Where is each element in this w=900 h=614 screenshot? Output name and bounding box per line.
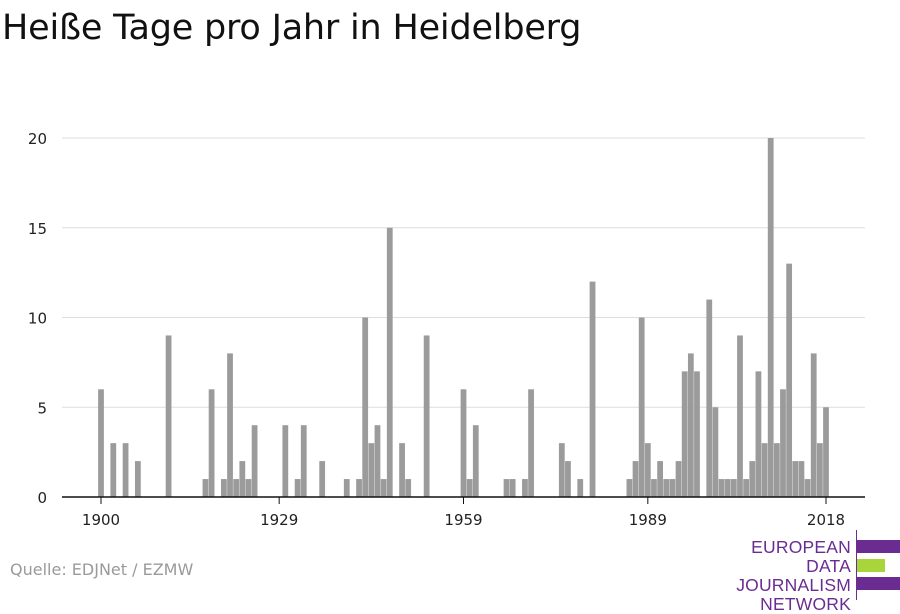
x-tick-label: 1989 <box>629 511 667 529</box>
bar-1942 <box>356 479 362 497</box>
bar-1933 <box>300 425 307 497</box>
edjnet-logo: EUROPEAN DATA JOURNALISM NETWORK <box>700 530 900 614</box>
bar-1921 <box>227 353 233 497</box>
bar-1986 <box>626 479 633 497</box>
x-axis-ticks: 1900 1929 1959 1989 2018 <box>82 497 845 529</box>
bar-2001 <box>718 479 725 497</box>
bar-2017 <box>816 443 823 497</box>
bar-2011 <box>780 389 786 497</box>
bar-2006 <box>749 461 756 497</box>
bar-1902 <box>110 443 117 497</box>
bar-1940 <box>343 479 350 497</box>
bar-1978 <box>577 479 584 497</box>
bar-1959 <box>460 389 467 497</box>
logo-line-1: EUROPEAN <box>751 537 851 557</box>
gridlines <box>62 137 865 408</box>
bar-1976 <box>565 461 571 497</box>
bar-2003 <box>730 479 737 497</box>
bar-1924 <box>245 479 252 497</box>
bar-1970 <box>528 389 534 497</box>
x-tick-label: 1929 <box>260 511 298 529</box>
x-tick-label: 1959 <box>444 511 482 529</box>
bar-2010 <box>773 443 780 497</box>
bar-2018 <box>823 407 829 497</box>
bar-1953 <box>423 335 430 497</box>
bar-1949 <box>399 443 405 497</box>
bar-1999 <box>706 299 713 497</box>
bar-1988 <box>638 317 645 497</box>
bar-1944 <box>368 443 375 497</box>
logo-bar-green <box>857 559 885 572</box>
bar-1936 <box>319 461 326 497</box>
bar-1930 <box>282 425 289 497</box>
logo-bar-purple-top <box>857 540 900 553</box>
bar-2009 <box>767 138 774 497</box>
bar-1900 <box>98 389 104 497</box>
bar-1920 <box>220 479 227 497</box>
chart-title: Heiße Tage pro Jahr in Heidelberg <box>2 8 582 48</box>
bar-2002 <box>724 479 731 497</box>
bar-1980 <box>589 281 596 497</box>
bar-2016 <box>810 353 817 497</box>
bar-1966 <box>503 479 510 497</box>
bar-1987 <box>632 461 639 497</box>
logo-text: EUROPEAN DATA JOURNALISM NETWORK <box>700 538 851 614</box>
y-axis-labels: 0 5 10 15 20 <box>28 130 47 507</box>
bar-2004 <box>737 335 743 497</box>
bar-1923 <box>239 461 246 497</box>
bar-1943 <box>362 317 369 497</box>
bar-2012 <box>786 263 793 497</box>
bar-1991 <box>657 461 663 497</box>
bar-1997 <box>694 371 700 497</box>
bar-1967 <box>509 479 516 497</box>
y-tick-label: 15 <box>28 220 47 238</box>
bar-1946 <box>380 479 387 497</box>
logo-bar-purple-bottom <box>857 577 900 590</box>
bar-1911 <box>165 335 172 497</box>
bar-1904 <box>122 443 129 497</box>
bar-1992 <box>663 479 670 497</box>
bar-1922 <box>233 479 240 497</box>
y-tick-label: 0 <box>37 489 47 507</box>
bar-1989 <box>644 443 651 497</box>
bar-2008 <box>761 443 768 497</box>
bar-1950 <box>405 479 412 497</box>
source-note: Quelle: EDJNet / EZMW <box>10 560 194 579</box>
bar-1906 <box>134 461 141 497</box>
bar-2000 <box>712 407 719 497</box>
bar-1969 <box>522 479 528 497</box>
bar-chart: 0 5 10 15 20 1900 1929 1959 1989 2018 <box>28 130 865 529</box>
logo-line-3: NETWORK <box>760 594 851 614</box>
bar-1975 <box>558 443 565 497</box>
bar-1947 <box>386 227 393 497</box>
bar-2013 <box>792 461 799 497</box>
bar-1995 <box>681 371 688 497</box>
logo-divider <box>856 530 857 600</box>
bar-1994 <box>675 461 682 497</box>
bar-1925 <box>251 425 258 497</box>
x-tick-label: 1900 <box>82 511 120 529</box>
bar-2014 <box>798 461 805 497</box>
y-tick-label: 5 <box>37 399 47 417</box>
bar-1945 <box>374 425 381 497</box>
bar-1993 <box>669 479 676 497</box>
bar-1960 <box>466 479 473 497</box>
bar-1918 <box>208 389 215 497</box>
bar-1990 <box>651 479 657 497</box>
bar-1961 <box>472 425 479 497</box>
bar-2007 <box>755 371 762 497</box>
y-tick-label: 10 <box>28 310 47 328</box>
bars <box>98 138 829 497</box>
y-tick-label: 20 <box>28 130 47 148</box>
bar-1996 <box>687 353 694 497</box>
logo-line-2: DATA JOURNALISM <box>736 556 851 595</box>
bar-1917 <box>202 479 209 497</box>
bar-2005 <box>743 479 750 497</box>
x-tick-label: 2018 <box>807 511 845 529</box>
bar-1932 <box>294 479 301 497</box>
bar-2015 <box>804 479 811 497</box>
